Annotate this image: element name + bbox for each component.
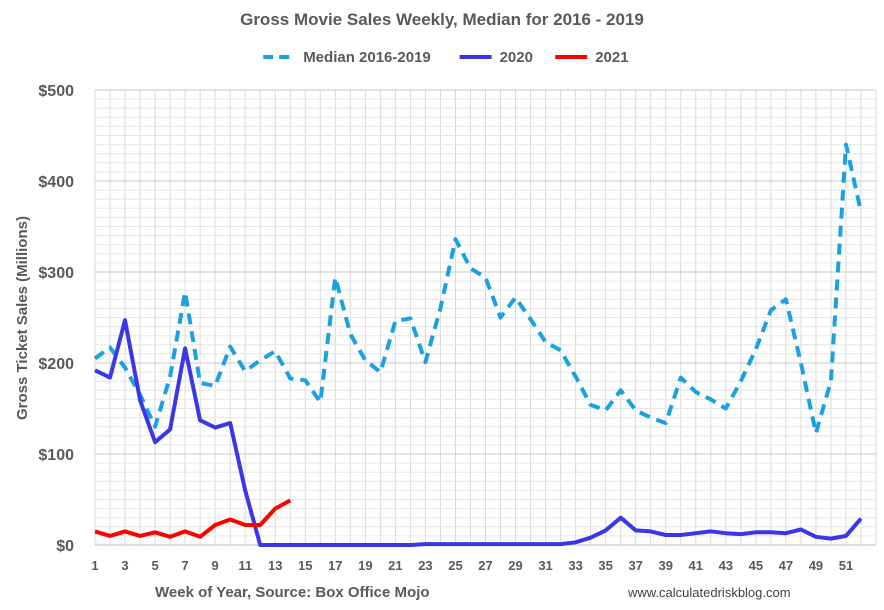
x-tick-label: 21 <box>388 558 402 573</box>
x-tick-label: 33 <box>568 558 582 573</box>
x-tick-label: 27 <box>478 558 492 573</box>
y-tick-label: $500 <box>38 83 74 100</box>
x-axis: 1 3 5 7 9 11 13 15 17 19 21 23 25 27 29 31 33 35 37 39 41 43 4… <box>91 544 876 573</box>
x-tick-label: 1 <box>91 558 98 573</box>
legend-label: 2020 <box>500 49 533 66</box>
series-line-1 <box>93 142 863 436</box>
y-axis-label: Gross Ticket Sales (Millions) <box>14 216 31 420</box>
x-tick-label: 13 <box>268 558 282 573</box>
y-axis: $0 $100 $200 $300 $400 $500 <box>38 83 74 555</box>
x-tick-label: 41 <box>689 558 703 573</box>
x-tick-label: 5 <box>151 558 158 573</box>
legend-label: Median 2016-2019 <box>303 49 431 66</box>
legend: Median 2016-2019 2020 2021 <box>263 49 629 66</box>
y-tick-label: $400 <box>38 174 74 191</box>
y-tick-label: $200 <box>38 356 74 373</box>
x-tick-label: 39 <box>658 558 672 573</box>
x-axis-label: Week of Year, Source: Box Office Mojo <box>155 584 430 601</box>
grid <box>94 89 877 546</box>
y-tick-label: $300 <box>38 265 74 282</box>
x-tick-label: 31 <box>538 558 552 573</box>
x-tick-label: 29 <box>508 558 522 573</box>
y-tick-label: $100 <box>38 447 74 464</box>
x-tick-label: 45 <box>749 558 763 573</box>
x-tick-label: 15 <box>298 558 312 573</box>
x-tick-label: 9 <box>212 558 219 573</box>
y-tick-label: $0 <box>56 538 74 555</box>
source-note: www.calculatedriskblog.com <box>627 585 791 600</box>
series-layer <box>93 142 863 547</box>
x-tick-label: 3 <box>121 558 128 573</box>
x-tick-label: 37 <box>628 558 642 573</box>
x-tick-label: 51 <box>839 558 853 573</box>
x-tick-label: 35 <box>598 558 612 573</box>
series-line-2 <box>94 318 863 547</box>
x-tick-label: 19 <box>358 558 372 573</box>
x-tick-label: 25 <box>448 558 462 573</box>
x-tick-label: 47 <box>779 558 793 573</box>
legend-label: 2021 <box>595 49 628 66</box>
x-tick-label: 23 <box>418 558 432 573</box>
x-tick-label: 7 <box>181 558 188 573</box>
x-tick-label: 11 <box>238 558 252 573</box>
chart-title: Gross Movie Sales Weekly, Median for 201… <box>240 10 644 29</box>
series-line-3 <box>94 498 292 539</box>
x-tick-label: 49 <box>809 558 823 573</box>
x-tick-label: 43 <box>719 558 733 573</box>
x-tick-label: 17 <box>328 558 342 573</box>
